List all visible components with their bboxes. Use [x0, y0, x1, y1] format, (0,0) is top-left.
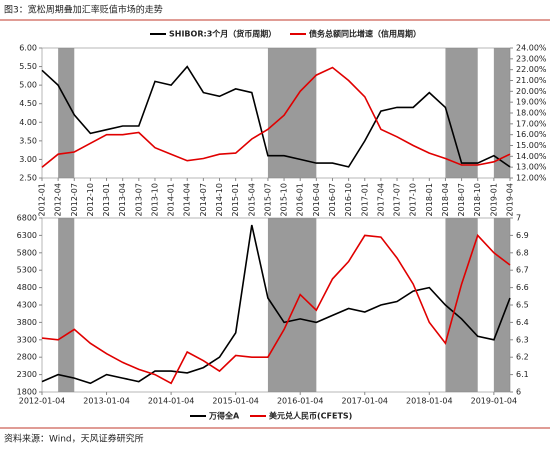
x-tick-label: 2015-07	[263, 183, 272, 216]
y2-tick-label: 16.00%	[516, 130, 547, 139]
shaded-period	[493, 48, 510, 178]
y2-tick-label: 23.00%	[516, 54, 547, 63]
x-tick-label: 2018-04	[441, 183, 450, 216]
y-tick-label: 6300	[17, 231, 37, 240]
x-tick-label: 2013-01	[102, 183, 111, 216]
x-tick-label: 2014-07	[199, 183, 208, 216]
y2-tick-label: 20.00%	[516, 87, 547, 96]
y2-tick-label: 14.00%	[516, 152, 547, 161]
x-tick-label: 2018-01-04	[406, 397, 453, 406]
y-tick-label: 4800	[17, 283, 37, 292]
y-tick-label: 4.50	[19, 99, 37, 108]
x-tick-label: 2016-01	[296, 183, 305, 216]
y-tick-label: 3.00	[19, 155, 37, 164]
x-tick-label: 2014-10	[215, 183, 224, 216]
title: 图3：宽松周期叠加汇率贬值市场的走势	[4, 4, 163, 16]
y2-tick-label: 6.9	[516, 231, 529, 240]
y2-tick-label: 6.7	[516, 266, 529, 275]
series-line	[41, 65, 511, 168]
x-tick-label: 2016-01-04	[277, 397, 324, 406]
y2-tick-label: 6.2	[516, 353, 529, 362]
x-tick-label: 2013-10	[150, 183, 159, 216]
x-tick-label: 2015-01-04	[212, 397, 259, 406]
y2-tick-label: 6.3	[516, 335, 529, 344]
y-tick-label: 5300	[17, 266, 37, 275]
y2-tick-label: 12.00%	[516, 174, 547, 183]
y-tick-label: 6800	[17, 214, 37, 223]
y-tick-label: 1800	[17, 388, 37, 397]
series-line	[41, 233, 511, 385]
y2-tick-label: 22.00%	[516, 65, 547, 74]
x-tick-label: 2019-01	[489, 183, 498, 216]
shaded-period	[267, 218, 317, 392]
legend-label: 万得全A	[208, 411, 240, 421]
shaded-period	[58, 218, 75, 392]
x-tick-label: 2013-01-04	[83, 397, 130, 406]
x-tick-label: 2017-10	[409, 183, 418, 216]
y-tick-label: 3.50	[19, 136, 37, 145]
legend-label: 债务总额同比增速（信用周期）	[309, 29, 421, 39]
legend-label: 美元兑人民币(CFETS)	[269, 411, 352, 421]
y-tick-label: 5.00	[19, 81, 37, 90]
x-tick-label: 2018-01	[425, 183, 434, 216]
x-tick-label: 2012-01	[38, 183, 47, 216]
y2-tick-label: 18.00%	[516, 109, 547, 118]
y2-tick-label: 15.00%	[516, 141, 547, 150]
x-tick-label: 2014-04	[183, 183, 192, 216]
y-tick-label: 6.00	[19, 44, 37, 53]
x-tick-label: 2018-10	[473, 183, 482, 216]
y2-tick-label: 6	[516, 388, 521, 397]
y-tick-label: 5800	[17, 248, 37, 257]
y2-tick-label: 6.4	[516, 318, 529, 327]
shaded-period	[445, 48, 478, 178]
x-tick-label: 2017-07	[393, 183, 402, 216]
y2-tick-label: 17.00%	[516, 119, 547, 128]
x-tick-label: 2013-07	[134, 183, 143, 216]
y2-tick-label: 19.00%	[516, 98, 547, 107]
y2-tick-label: 24.00%	[516, 44, 547, 53]
x-tick-label: 2019-01-04	[471, 397, 518, 406]
y-tick-label: 3800	[17, 318, 37, 327]
y-tick-label: 2800	[17, 353, 37, 362]
x-tick-label: 2017-01	[360, 183, 369, 216]
x-tick-label: 2018-07	[457, 183, 466, 216]
x-tick-label: 2014-01	[167, 183, 176, 216]
x-tick-label: 2015-10	[280, 183, 289, 216]
y-tick-label: 5.50	[19, 62, 37, 71]
y-tick-label: 4.00	[19, 118, 37, 127]
x-tick-label: 2012-10	[86, 183, 95, 216]
y2-tick-label: 6.8	[516, 248, 529, 257]
x-tick-label: 2015-01	[231, 183, 240, 216]
y-tick-label: 3300	[17, 335, 37, 344]
source: 资料来源：Wind，天风证券研究所	[4, 433, 144, 445]
y2-tick-label: 7	[516, 214, 521, 223]
x-tick-label: 2014-01-04	[148, 397, 195, 406]
x-tick-label: 2016-07	[328, 183, 337, 216]
x-tick-label: 2012-07	[70, 183, 79, 216]
y2-tick-label: 21.00%	[516, 76, 547, 85]
y-tick-label: 2300	[17, 370, 37, 379]
y2-tick-label: 6.1	[516, 370, 529, 379]
x-tick-label: 2012-01-04	[19, 397, 66, 406]
x-tick-label: 2016-04	[312, 183, 321, 216]
x-tick-label: 2017-01-04	[342, 397, 389, 406]
x-tick-label: 2012-04	[54, 183, 63, 216]
x-tick-label: 2016-10	[344, 183, 353, 216]
shaded-period	[267, 48, 317, 178]
x-tick-label: 2015-04	[247, 183, 256, 216]
series-line	[41, 66, 511, 168]
x-tick-label: 2017-04	[376, 183, 385, 216]
y2-tick-label: 6.5	[516, 301, 529, 310]
y2-tick-label: 13.00%	[516, 163, 547, 172]
x-tick-label: 2013-04	[118, 183, 127, 216]
shaded-period	[58, 48, 75, 178]
series-line	[41, 224, 511, 385]
legend-label: SHIBOR:3个月（货币周期）	[169, 29, 276, 39]
shaded-period	[445, 218, 478, 392]
y-tick-label: 2.50	[19, 174, 37, 183]
x-tick-label: 2019-04	[506, 183, 515, 216]
y2-tick-label: 6.6	[516, 283, 529, 292]
y-tick-label: 4300	[17, 301, 37, 310]
